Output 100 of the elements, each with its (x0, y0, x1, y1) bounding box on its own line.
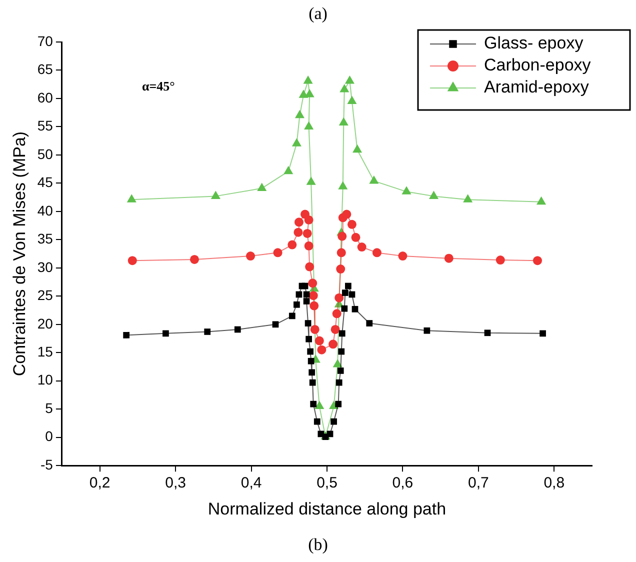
point (357, 242, 366, 252)
point (540, 330, 546, 337)
point (366, 320, 373, 326)
point (352, 144, 362, 153)
point (340, 84, 350, 92)
point (204, 328, 211, 335)
y-tick-label: 10 (37, 372, 54, 388)
point (317, 345, 326, 354)
point (310, 324, 320, 334)
point (308, 358, 314, 364)
point (335, 400, 342, 408)
point (334, 293, 344, 302)
point (496, 256, 505, 265)
point (338, 348, 345, 355)
point (310, 301, 319, 310)
y-tick-label: 0 (45, 428, 54, 444)
point (308, 278, 318, 288)
point (342, 290, 348, 296)
point (294, 228, 303, 237)
point (398, 252, 408, 261)
point (128, 256, 137, 266)
y-tick-label: 45 (37, 174, 54, 190)
point (306, 336, 312, 342)
point (336, 379, 342, 386)
point (344, 75, 354, 84)
point (288, 312, 296, 320)
point (303, 75, 313, 84)
point (273, 248, 282, 258)
point (304, 215, 314, 224)
point (336, 264, 346, 274)
point (308, 369, 316, 376)
point (210, 190, 220, 199)
point (126, 194, 136, 202)
point (337, 368, 344, 374)
point (484, 330, 491, 336)
point (314, 418, 320, 425)
point (338, 330, 346, 337)
y-tick-label: 55 (37, 118, 54, 134)
point (190, 254, 199, 264)
point (336, 248, 346, 258)
point (309, 379, 316, 386)
point (338, 232, 347, 241)
x-tick-label: 0,2 (89, 474, 110, 492)
point (352, 306, 358, 312)
point (345, 282, 352, 290)
point (338, 117, 348, 126)
point (303, 298, 310, 304)
point (330, 324, 340, 334)
point (332, 359, 342, 368)
point (272, 321, 279, 328)
point (294, 218, 304, 227)
point (257, 182, 267, 192)
y-tick-label: 30 (37, 258, 54, 275)
point (304, 89, 314, 98)
point (302, 228, 312, 238)
point (304, 241, 314, 250)
point (292, 138, 302, 146)
point (330, 418, 337, 425)
point (332, 309, 342, 318)
point (162, 330, 169, 337)
y-tick-label: 20 (37, 315, 54, 332)
point (305, 262, 314, 272)
annotation: α=45° (142, 78, 175, 94)
x-tick-label: 0,3 (165, 474, 186, 492)
x-tick-label: 0,8 (544, 474, 565, 492)
y-tick-label: 25 (37, 287, 54, 304)
point (314, 336, 324, 346)
y-tick-label: 15 (37, 344, 54, 360)
point (308, 291, 318, 300)
point (372, 248, 382, 258)
text: (a) (308, 4, 328, 24)
point (536, 196, 546, 205)
point (304, 121, 314, 130)
point (307, 348, 314, 355)
point (306, 176, 316, 185)
point (328, 340, 338, 349)
point (342, 210, 352, 219)
y-tick-label: -5 (40, 456, 54, 472)
point (444, 254, 454, 263)
y-tick-label: 40 (37, 202, 54, 218)
point (234, 326, 241, 333)
x-axis-title: Normalized distance along path (208, 499, 446, 518)
legend-label: Aramid-epoxy (484, 78, 590, 97)
y-tick-label: 65 (37, 61, 54, 78)
x-tick-label: 0,6 (392, 474, 414, 492)
point (338, 181, 348, 190)
point (284, 166, 294, 174)
x-tick-label: 0,7 (468, 474, 489, 492)
point (428, 190, 439, 199)
point (123, 332, 130, 338)
y-tick-label: 50 (37, 146, 54, 162)
x-tick-label: 0,5 (316, 474, 338, 492)
point (402, 186, 412, 194)
legend-label: Glass- epoxy (484, 34, 584, 53)
point (369, 175, 379, 184)
y-tick-label: 5 (45, 400, 54, 416)
point (304, 320, 312, 326)
y-tick-label: 60 (37, 89, 54, 106)
point (532, 256, 542, 266)
point (463, 194, 473, 202)
